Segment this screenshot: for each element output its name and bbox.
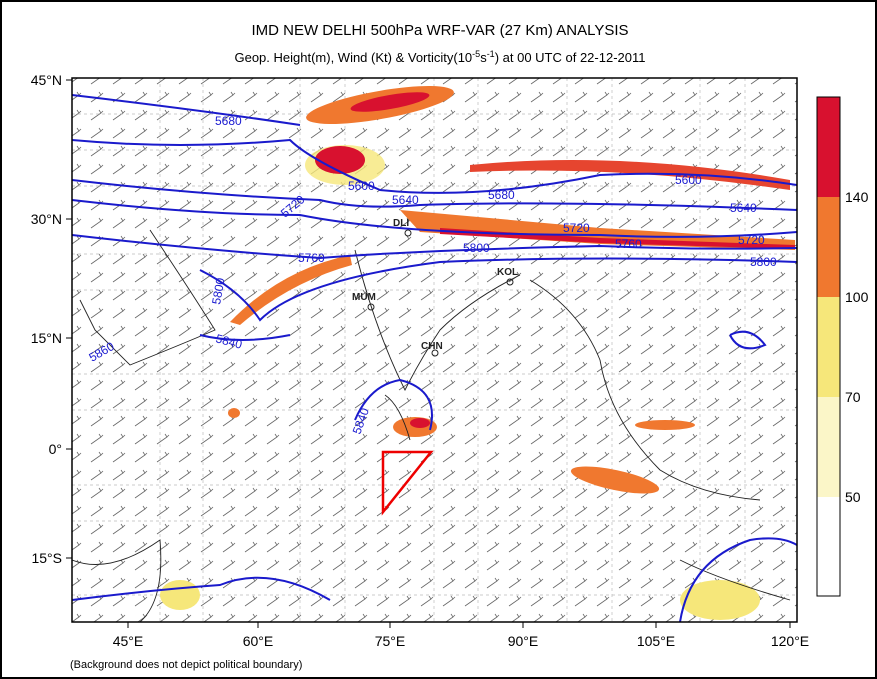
subtitle: Geop. Height(m), Wind (Kt) & Vorticity(1… [234, 49, 645, 65]
height-contours [72, 94, 797, 622]
subtitle-part: ) at 00 UTC of 22-12-2011 [495, 50, 646, 65]
lat-ticks [66, 79, 72, 559]
colorbar-label: 100 [845, 289, 869, 305]
colorbar-band [817, 497, 840, 596]
contour-label: 5640 [392, 193, 419, 207]
colorbar-band [817, 297, 840, 397]
contour-label: 5800 [750, 255, 777, 269]
station-label: KOL [497, 267, 518, 278]
colorbar-band [817, 197, 840, 297]
station-marker [431, 349, 439, 357]
lat-label: 30°N [31, 211, 62, 227]
footnote: (Background does not depict political bo… [70, 659, 302, 671]
lon-label: 105°E [637, 633, 675, 649]
contour-label: 5600 [348, 179, 375, 193]
contour-label: 5680 [488, 188, 515, 202]
station-label: MUM [352, 292, 376, 303]
contour-label: 5640 [730, 201, 757, 215]
lat-label: 0° [49, 441, 62, 457]
contour-label: 5680 [215, 114, 242, 128]
map-border [71, 77, 798, 623]
longitude-axis: 45°E 60°E 75°E 90°E 105°E 120°E [113, 622, 809, 649]
station-label: CHN [421, 341, 443, 352]
lon-label: 60°E [243, 633, 274, 649]
lat-label: 15°S [31, 550, 62, 566]
contour-label: 5800 [209, 276, 227, 305]
title: IMD NEW DELHI 500hPa WRF-VAR (27 Km) ANA… [251, 22, 628, 39]
contour-label: 5720 [738, 233, 765, 247]
lon-label: 45°E [113, 633, 144, 649]
subtitle-part: -1 [487, 49, 495, 59]
latitude-axis: 45°N 30°N 15°N 0° 15°S [31, 72, 72, 566]
contour-label: 5760 [615, 237, 642, 251]
station-marker [506, 278, 514, 286]
station-marker [404, 229, 412, 237]
lat-label: 15°N [31, 330, 62, 346]
contour-label: 5720 [563, 221, 590, 235]
colorbar-label: 70 [845, 389, 861, 405]
colorbar-label: 140 [845, 189, 869, 205]
contour-label: 5800 [463, 241, 490, 255]
subtitle-part: -5 [472, 49, 480, 59]
graticule [72, 78, 797, 622]
subtitle-part: Geop. Height(m), Wind (Kt) & Vorticity(1… [234, 50, 472, 65]
lat-label: 45°N [31, 72, 62, 88]
stations: DLI MUM KOL CHN [352, 218, 518, 357]
station-label: DLI [393, 218, 409, 229]
station-marker [367, 303, 375, 311]
lon-label: 75°E [375, 633, 406, 649]
highlight-triangle [381, 450, 434, 516]
lon-label: 120°E [771, 633, 809, 649]
contour-label: 5600 [675, 173, 702, 187]
colorbar-band [817, 397, 840, 497]
coastlines [72, 229, 791, 622]
contour-label: 5760 [298, 251, 325, 265]
subtitle-part: s [480, 50, 487, 65]
colorbar-border [816, 96, 841, 597]
vorticity-shading [160, 86, 795, 620]
contour-label: 5840 [214, 331, 244, 352]
colorbar-band [817, 97, 840, 197]
colorbar-label: 50 [845, 489, 861, 505]
colorbar: 140 100 70 50 [816, 96, 869, 597]
lon-ticks [127, 622, 791, 628]
lon-label: 90°E [508, 633, 539, 649]
